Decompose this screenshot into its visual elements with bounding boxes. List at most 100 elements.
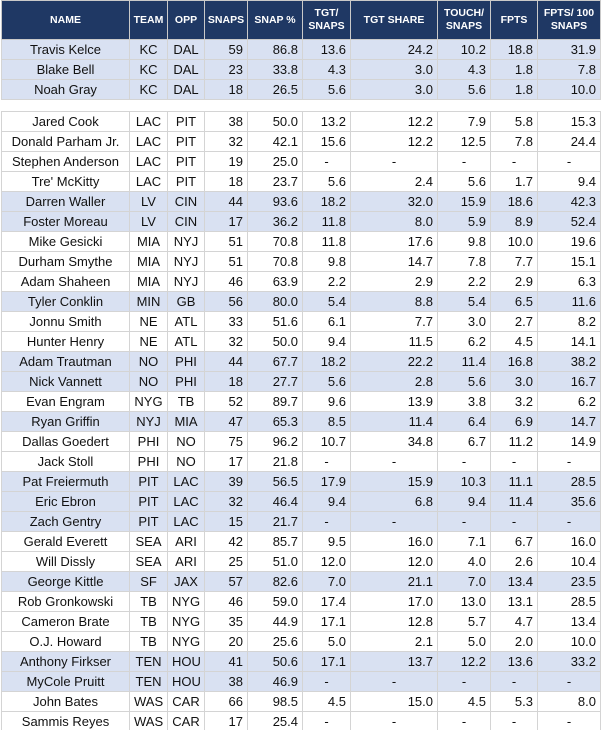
cell: 39 (204, 471, 248, 492)
cell: 23 (204, 59, 248, 80)
cell: 13.4 (490, 571, 538, 592)
cell: LAC (167, 511, 205, 532)
cell: 5.6 (437, 371, 491, 392)
cell: 38.2 (537, 351, 601, 372)
cell: DAL (167, 79, 205, 100)
cell: - (490, 671, 538, 692)
column-header: SNAP % (247, 0, 303, 40)
cell: 11.8 (302, 231, 351, 252)
player-row: Pat Freiermuth PIT LAC 39 56.5 17.9 15.9 10.3 11… (1, 471, 601, 492)
cell: 16.0 (537, 531, 601, 552)
cell: JAX (167, 571, 205, 592)
player-name: MyCole Pruitt (1, 671, 130, 692)
cell: 15.1 (537, 251, 601, 272)
player-row: Jonnu Smith NE ATL 33 51.6 6.1 7.7 3.0 2.7 8.2 (1, 311, 601, 332)
cell: 5.4 (302, 291, 351, 312)
cell: 6.1 (302, 311, 351, 332)
cell: 51.6 (247, 311, 303, 332)
cell: 15.3 (537, 111, 601, 132)
cell: 5.7 (437, 611, 491, 632)
cell: 14.1 (537, 331, 601, 352)
cell: TB (129, 611, 168, 632)
cell: - (537, 511, 601, 532)
cell: 6.9 (490, 411, 538, 432)
cell: TEN (129, 651, 168, 672)
cell: 31.9 (537, 39, 601, 60)
player-row: O.J. Howard TB NYG 20 25.6 5.0 2.1 5.0 2.0 10.0 (1, 631, 601, 652)
cell: - (350, 671, 438, 692)
cell: 34.8 (350, 431, 438, 452)
cell: 44 (204, 351, 248, 372)
player-name: Jared Cook (1, 111, 130, 132)
cell: 13.2 (302, 111, 351, 132)
cell: 11.8 (302, 211, 351, 232)
player-row: Tyler Conklin MIN GB 56 80.0 5.4 8.8 5.4 6.5 11.6 (1, 291, 601, 312)
cell: 5.0 (437, 631, 491, 652)
cell: 82.6 (247, 571, 303, 592)
cell: 13.0 (437, 591, 491, 612)
player-name: Durham Smythe (1, 251, 130, 272)
cell: 4.3 (437, 59, 491, 80)
cell: 8.0 (350, 211, 438, 232)
cell: 89.7 (247, 391, 303, 412)
cell: 12.0 (350, 551, 438, 572)
player-name: Travis Kelce (1, 39, 130, 60)
cell: 3.0 (490, 371, 538, 392)
cell: - (537, 151, 601, 172)
cell: 86.8 (247, 39, 303, 60)
spacer-cell (129, 99, 168, 112)
cell: 28.5 (537, 591, 601, 612)
cell: 12.0 (302, 551, 351, 572)
cell: 59 (204, 39, 248, 60)
column-header: TGT/ SNAPS (302, 0, 351, 40)
cell: 7.8 (437, 251, 491, 272)
player-name: Stephen Anderson (1, 151, 130, 172)
cell: 63.9 (247, 271, 303, 292)
player-name: Noah Gray (1, 79, 130, 100)
player-row: Adam Trautman NO PHI 44 67.7 18.2 22.2 11.4 16.8… (1, 351, 601, 372)
cell: - (437, 711, 491, 730)
cell: ATL (167, 311, 205, 332)
cell: 12.8 (350, 611, 438, 632)
cell: 80.0 (247, 291, 303, 312)
cell: NO (167, 431, 205, 452)
cell: PHI (167, 371, 205, 392)
player-name: Gerald Everett (1, 531, 130, 552)
cell: 46.4 (247, 491, 303, 512)
cell: TB (167, 391, 205, 412)
cell: 21.7 (247, 511, 303, 532)
cell: TB (129, 631, 168, 652)
cell: 15.9 (350, 471, 438, 492)
cell: 4.5 (302, 691, 351, 712)
cell: LAC (129, 111, 168, 132)
cell: 75 (204, 431, 248, 452)
column-header: FPTS (490, 0, 538, 40)
cell: NYG (167, 591, 205, 612)
cell: NE (129, 311, 168, 332)
player-row: Jack Stoll PHI NO 17 21.8- - - - - (1, 451, 601, 472)
cell: 14.7 (350, 251, 438, 272)
cell: 10.0 (537, 631, 601, 652)
cell: 25.6 (247, 631, 303, 652)
cell: - (437, 511, 491, 532)
cell: 36.2 (247, 211, 303, 232)
cell: 25 (204, 551, 248, 572)
cell: - (437, 151, 491, 172)
cell: PIT (129, 511, 168, 532)
cell: CIN (167, 211, 205, 232)
cell: 70.8 (247, 251, 303, 272)
cell: NYJ (129, 411, 168, 432)
cell: 11.4 (490, 491, 538, 512)
cell: 93.6 (247, 191, 303, 212)
cell: 2.9 (350, 271, 438, 292)
cell: PHI (129, 431, 168, 452)
player-row: Darren Waller LV CIN 44 93.6 18.2 32.0 15.9 18.6… (1, 191, 601, 212)
cell: LAC (129, 151, 168, 172)
cell: MIA (129, 271, 168, 292)
cell: 35.6 (537, 491, 601, 512)
cell: TEN (129, 671, 168, 692)
cell: 10.2 (437, 39, 491, 60)
cell: 12.2 (350, 111, 438, 132)
cell: 18 (204, 171, 248, 192)
spacer-cell (1, 99, 130, 112)
